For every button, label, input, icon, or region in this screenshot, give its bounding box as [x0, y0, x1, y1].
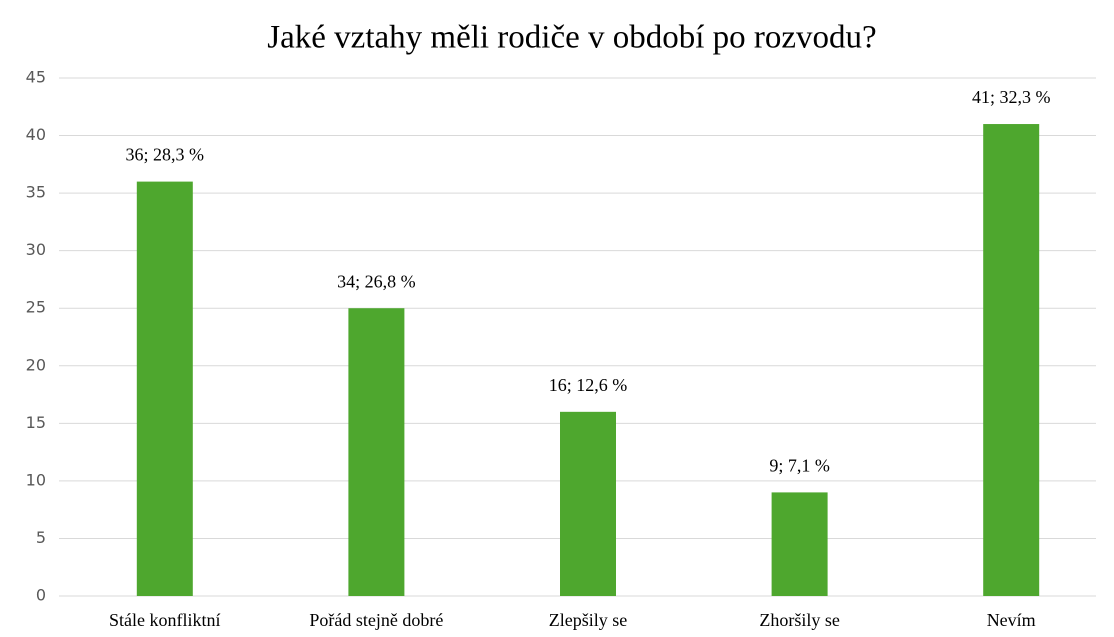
y-tick-label: 10 [26, 470, 46, 489]
y-tick-label: 30 [26, 240, 46, 259]
bar [771, 492, 828, 596]
y-tick-label: 40 [26, 125, 46, 144]
bar [560, 411, 616, 596]
x-tick-label: Pořád stejně dobré [309, 610, 443, 630]
data-label: 34; 26,8 % [337, 271, 416, 291]
y-tick-label: 20 [26, 355, 46, 374]
x-tick-label: Nevím [987, 610, 1036, 630]
bar [983, 124, 1040, 597]
data-label: 16; 12,6 % [549, 375, 628, 395]
y-tick-label: 35 [26, 183, 46, 202]
y-tick-label: 25 [26, 298, 46, 317]
y-tick-label: 15 [26, 413, 46, 432]
data-label: 41; 32,3 % [972, 87, 1051, 107]
y-tick-label: 45 [26, 68, 46, 87]
bar [136, 181, 193, 596]
data-label: 36; 28,3 % [126, 145, 205, 165]
x-tick-label: Zhoršily se [759, 610, 840, 630]
chart-title: Jaké vztahy měli rodiče v období po rozv… [267, 20, 876, 56]
y-tick-label: 0 [36, 586, 46, 605]
data-label: 9; 7,1 % [769, 456, 830, 476]
x-tick-label: Stále konfliktní [109, 610, 221, 630]
x-tick-label: Zlepšily se [549, 610, 628, 630]
y-tick-label: 5 [36, 528, 46, 547]
bar [348, 308, 405, 596]
